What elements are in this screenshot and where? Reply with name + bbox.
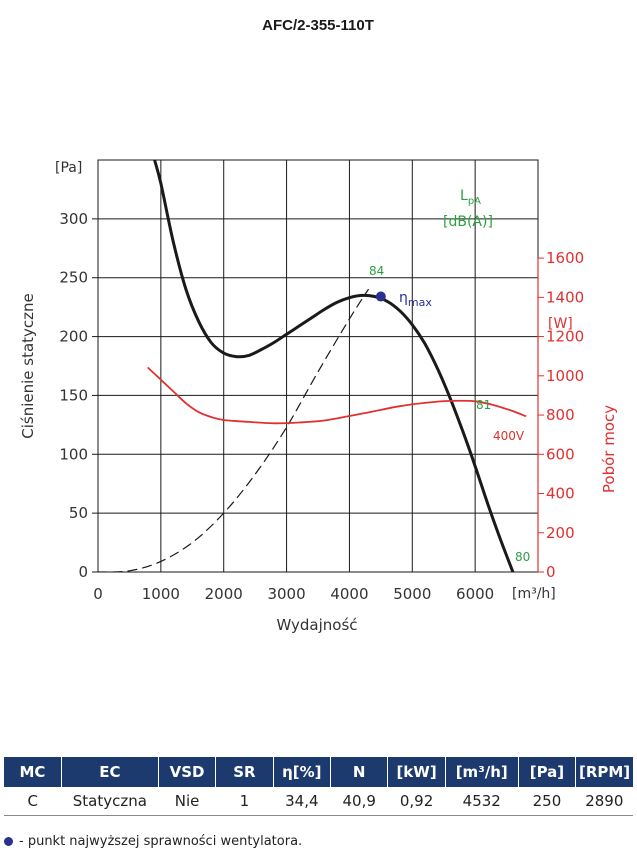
y-tick-label: 300 <box>59 210 88 228</box>
y2-tick-label: 0 <box>546 563 556 581</box>
grid <box>97 159 539 573</box>
col-rpm: [RPM] <box>575 757 633 787</box>
eta-symbol: η <box>399 290 408 306</box>
y2-axis-title: Pobór mocy <box>600 405 618 493</box>
y2-tick-label: 600 <box>546 445 575 463</box>
y2-tick-label: 400 <box>546 485 575 503</box>
y-axis-title: Ciśnienie statyczne <box>19 293 37 439</box>
eta-max-label: ηmax <box>399 290 432 309</box>
y2-tick-label: 1400 <box>546 288 584 306</box>
col-ec: EC <box>60 757 159 787</box>
curves <box>98 160 527 572</box>
lpa-subscript: pA <box>468 196 481 207</box>
cell-sr: 1 <box>215 787 274 816</box>
y-tick-label: 200 <box>59 328 88 346</box>
col-vsd: VSD <box>157 757 216 787</box>
noise-label-84: 84 <box>369 264 384 278</box>
cell-rpm: 2890 <box>575 787 633 816</box>
y2-tick-label: 1600 <box>546 249 584 267</box>
cell-n: 40,9 <box>330 787 388 816</box>
dot-icon <box>4 837 13 846</box>
series-system-curve <box>98 288 369 572</box>
x-tick-label: 6000 <box>456 585 494 603</box>
col-sr: SR <box>215 757 274 787</box>
col-mc: MC <box>4 757 62 787</box>
x-unit-label: [m³/h] <box>512 586 556 602</box>
y-tick-label: 250 <box>59 269 88 287</box>
cell-pa: 250 <box>518 787 576 816</box>
col-n: N <box>329 757 388 787</box>
lpa-unit: [dB(A)] <box>443 214 493 230</box>
axis-ticks: 0 1000 2000 3000 4000 5000 6000050100150200250… <box>59 210 584 603</box>
y2-tick-label: 1000 <box>546 367 584 385</box>
max-efficiency-point <box>375 291 386 302</box>
y2-tick-label: 200 <box>546 524 575 542</box>
eta-subscript: max <box>408 296 432 309</box>
col-pa: [Pa] <box>517 757 576 787</box>
x-tick-label: 5000 <box>393 585 431 603</box>
lpa-letter: L <box>460 188 468 204</box>
x-tick-label: 3000 <box>267 585 305 603</box>
x-tick-label: 1000 <box>142 585 180 603</box>
x-axis-title: Wydajność <box>276 616 357 634</box>
x-tick-label: 0 <box>93 585 103 603</box>
y-tick-label: 0 <box>78 563 88 581</box>
col-eta: η[%] <box>272 757 331 787</box>
y-unit-label: [Pa] <box>55 160 82 176</box>
fan-performance-chart: AFC/2-355-110T 0 1000 2000 3000 4000 5000 6000… <box>19 17 618 634</box>
y2-unit-label: [W] <box>548 316 573 332</box>
y-tick-label: 100 <box>59 445 88 463</box>
cell-mc: C <box>4 787 62 816</box>
footnote: - punkt najwyższej sprawności wentylator… <box>4 834 302 849</box>
table-header-row: MC EC VSD SR η[%] N [kW] [m³/h] [Pa] [RP… <box>4 757 633 787</box>
chart-title: AFC/2-355-110T <box>262 17 374 34</box>
cell-kw: 0,92 <box>387 787 446 816</box>
lpa-label: LpA <box>460 188 481 207</box>
y2-tick-label: 1200 <box>546 328 584 346</box>
cell-flow: 4532 <box>445 787 519 816</box>
y-tick-label: 150 <box>59 386 88 404</box>
table-row: C Statyczna Nie 1 34,4 40,9 0,92 4532 25… <box>4 787 633 816</box>
cell-ec: Statyczna <box>61 787 159 816</box>
noise-label-80: 80 <box>515 550 530 564</box>
cell-eta: 34,4 <box>273 787 331 816</box>
power-curve-label: 400V <box>493 429 525 443</box>
y2-tick-label: 800 <box>546 406 575 424</box>
y-tick-label: 50 <box>69 504 88 522</box>
spec-table: MC EC VSD SR η[%] N [kW] [m³/h] [Pa] [RP… <box>4 757 633 816</box>
x-tick-label: 4000 <box>330 585 368 603</box>
series-400v <box>147 367 527 425</box>
noise-label-81: 81 <box>476 398 491 412</box>
footnote-text: - punkt najwyższej sprawności wentylator… <box>19 834 303 849</box>
x-tick-label: 2000 <box>205 585 243 603</box>
col-flow: [m³/h] <box>444 757 519 787</box>
col-kw: [kW] <box>387 757 446 787</box>
cell-vsd: Nie <box>158 787 216 816</box>
